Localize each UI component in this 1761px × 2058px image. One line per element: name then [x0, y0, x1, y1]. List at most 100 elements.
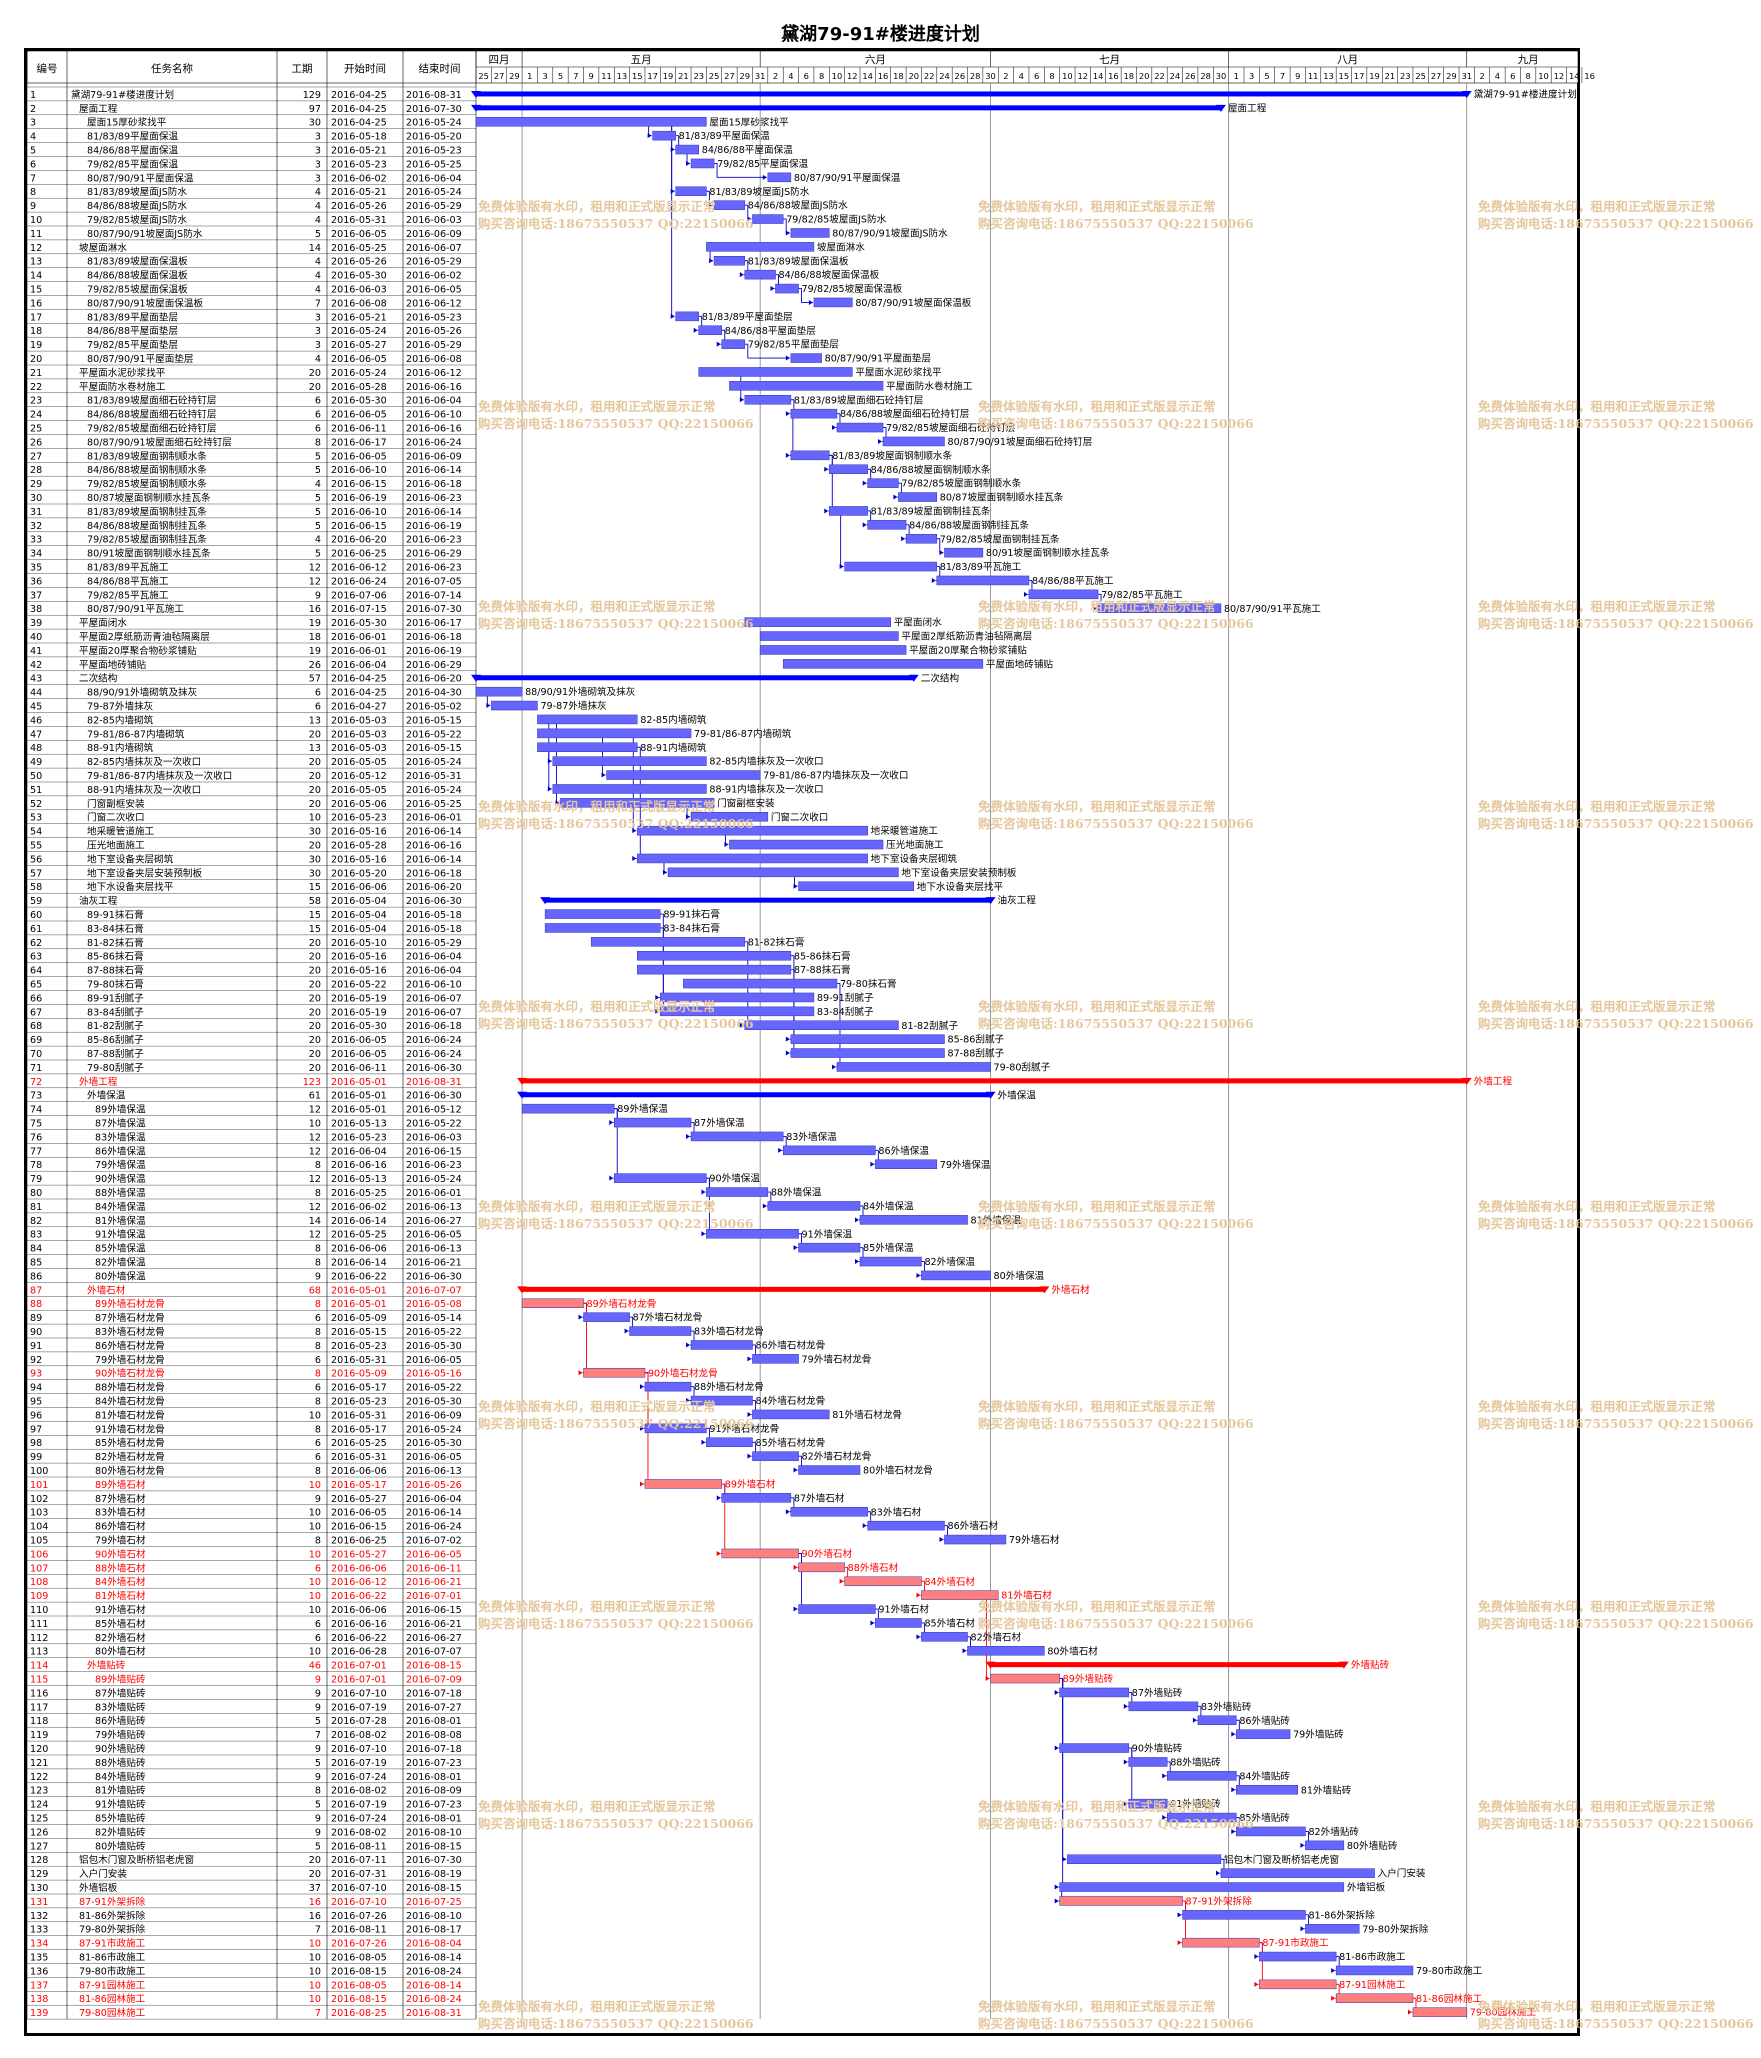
task-start: 2016-05-17 — [331, 1480, 387, 1491]
bar-label: 79/82/85坡屋面钢制挂瓦条 — [940, 533, 1060, 545]
dependency-arrowhead — [855, 1217, 859, 1223]
dependency-arrowhead — [901, 536, 906, 542]
task-duration: 10 — [309, 813, 321, 824]
bar-label: 79-81/86-87内墙抹灰及一次收口 — [763, 770, 908, 782]
task-bar — [752, 1354, 799, 1364]
task-duration: 30 — [309, 854, 321, 865]
bar-label: 90外墙保温 — [709, 1173, 760, 1185]
dependency-arrowhead — [839, 1578, 844, 1584]
task-name: 80/87/90/91坡屋面JS防水 — [87, 228, 203, 240]
dependency-arrowhead — [1054, 1898, 1059, 1904]
task-id: 106 — [30, 1549, 48, 1560]
task-duration: 10 — [309, 1508, 321, 1519]
task-start: 2016-08-25 — [331, 2008, 387, 2019]
task-name: 79/82/85平瓦施工 — [87, 589, 169, 601]
dependency-arrowhead — [709, 202, 714, 208]
task-end: 2016-05-25 — [406, 159, 462, 170]
task-name: 84/86/88坡屋面钢制顺水条 — [87, 464, 207, 476]
task-duration: 4 — [315, 285, 321, 296]
task-end: 2016-06-14 — [406, 854, 462, 865]
task-end: 2016-06-23 — [406, 1160, 462, 1171]
task-name: 80/87/90/91平瓦施工 — [87, 603, 184, 615]
day-tick-label: 21 — [1385, 71, 1396, 81]
summary-bar — [545, 897, 991, 903]
task-duration: 12 — [309, 1174, 321, 1185]
task-start: 2016-06-04 — [331, 1146, 387, 1157]
task-id: 34 — [30, 549, 42, 560]
dependency-link — [671, 125, 675, 317]
task-start: 2016-06-10 — [331, 507, 387, 518]
task-name: 84外墙石材龙骨 — [95, 1396, 165, 1408]
task-bar — [667, 867, 899, 878]
day-tick-label: 14 — [1093, 71, 1104, 81]
task-bar — [782, 1145, 876, 1156]
task-duration: 20 — [309, 799, 321, 810]
dependency-link — [744, 343, 790, 359]
column-header-name: 任务名称 — [151, 62, 193, 75]
task-bar — [637, 853, 868, 864]
bar-label: 80/87/90/91平屋面保温 — [794, 172, 901, 184]
bar-label: 屋面15厚砂浆找平 — [709, 116, 789, 128]
bar-label: 89外墙石材龙骨 — [587, 1298, 657, 1310]
task-start: 2016-05-15 — [331, 1327, 387, 1338]
task-name: 81/83/89平屋面保温 — [87, 131, 178, 143]
month-label: 七月 — [1099, 54, 1120, 66]
day-tick-label: 2 — [1479, 71, 1484, 81]
task-name: 90外墙石材龙骨 — [95, 1368, 165, 1380]
task-end: 2016-05-02 — [406, 702, 462, 713]
bar-label: 地采暖管道施工 — [871, 825, 939, 837]
day-tick-label: 27 — [1431, 71, 1442, 81]
dependency-arrowhead — [862, 1523, 867, 1529]
day-tick-label: 14 — [862, 71, 873, 81]
task-id: 50 — [30, 771, 42, 782]
task-end: 2016-08-01 — [406, 1814, 462, 1825]
task-end: 2016-05-24 — [406, 1174, 462, 1185]
task-name: 91外墙石材 — [95, 1604, 146, 1616]
dependency-arrowhead — [639, 1384, 644, 1390]
task-start: 2016-05-23 — [331, 813, 387, 824]
task-name: 80/87/90/91平屋面保温 — [87, 172, 194, 184]
task-duration: 123 — [303, 1077, 321, 1088]
dependency-arrowhead — [739, 397, 744, 403]
task-duration: 8 — [315, 1160, 321, 1171]
dependency-arrowhead — [693, 327, 698, 333]
task-id: 2 — [30, 104, 36, 115]
task-id: 77 — [30, 1146, 42, 1157]
day-tick-label: 29 — [1446, 71, 1457, 81]
task-duration: 5 — [315, 451, 321, 462]
task-name: 80/87坡屋面钢制顺水挂瓦条 — [87, 492, 211, 504]
bar-label: 87外墙保温 — [694, 1117, 745, 1129]
task-name: 门窗二次收口 — [87, 812, 145, 824]
task-end: 2016-08-04 — [406, 1939, 462, 1950]
task-bar — [537, 742, 638, 752]
task-id: 104 — [30, 1522, 48, 1533]
task-bar — [698, 325, 723, 335]
task-start: 2016-08-02 — [331, 1827, 387, 1838]
dependency-arrowhead — [785, 355, 790, 361]
task-duration: 8 — [315, 1341, 321, 1352]
column-header-id: 编号 — [37, 62, 58, 75]
dependency-arrowhead — [793, 1467, 798, 1473]
task-start: 2016-05-01 — [331, 1091, 387, 1102]
day-tick-label: 19 — [663, 71, 674, 81]
task-id: 30 — [30, 493, 42, 504]
task-duration: 12 — [309, 1146, 321, 1157]
summary-bar-start-cap — [517, 1091, 528, 1099]
bar-label: 88外墙石材龙骨 — [694, 1381, 764, 1393]
day-tick-label: 7 — [573, 71, 578, 81]
task-start: 2016-05-30 — [331, 271, 387, 282]
task-id: 27 — [30, 451, 42, 462]
task-duration: 4 — [315, 187, 321, 198]
task-id: 9 — [30, 201, 36, 212]
task-duration: 5 — [315, 549, 321, 560]
bar-label: 81外墙贴砖 — [1301, 1784, 1352, 1796]
day-tick-label: 3 — [542, 71, 547, 81]
dependency-arrowhead — [1054, 1745, 1059, 1751]
task-end: 2016-05-16 — [406, 1369, 462, 1380]
task-bar — [729, 839, 884, 850]
task-bar — [690, 812, 769, 822]
task-name: 87-91外架拆除 — [79, 1896, 146, 1908]
task-name: 81/83/89坡屋面保温板 — [87, 256, 188, 268]
task-end: 2016-08-15 — [406, 1841, 462, 1852]
task-start: 2016-06-06 — [331, 1563, 387, 1574]
